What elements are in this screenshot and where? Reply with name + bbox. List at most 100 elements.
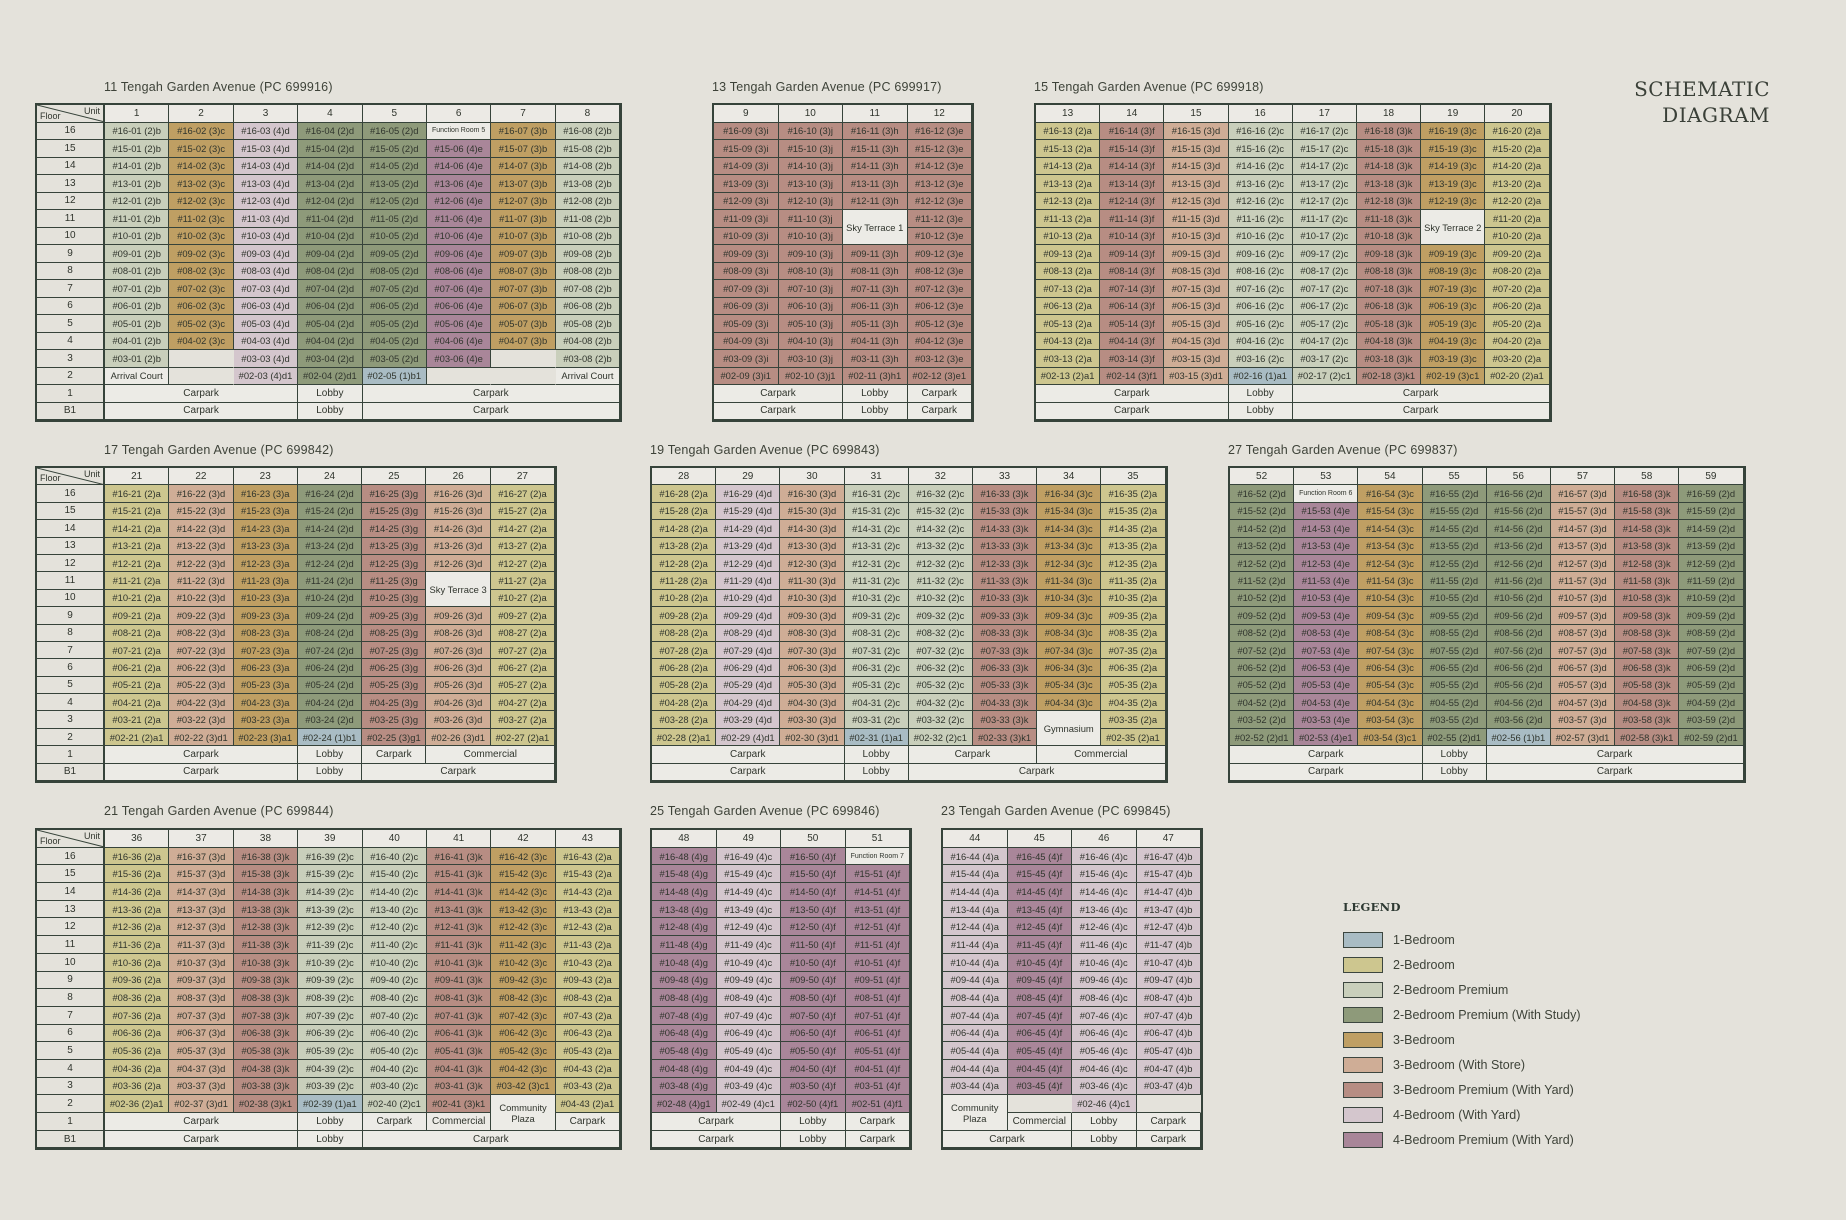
unit-cell[interactable]: #08-24 (2)d (297, 624, 363, 642)
unit-cell[interactable]: #07-33 (3)k (972, 641, 1038, 660)
unit-cell[interactable]: #15-21 (2)a (105, 502, 170, 521)
unit-cell[interactable]: #12-06 (4)e (426, 192, 492, 210)
unit-cell[interactable]: #11-53 (4)e (1294, 572, 1359, 590)
unit-cell[interactable]: #06-36 (2)a (105, 1024, 170, 1043)
unit-cell[interactable]: #14-25 (3)g (362, 520, 427, 538)
unit-cell[interactable]: #13-02 (3)c (169, 175, 234, 193)
unit-cell[interactable]: #12-09 (3)i (714, 192, 779, 210)
unit-cell[interactable]: #07-11 (3)h (843, 280, 908, 298)
unit-cell[interactable]: #10-05 (2)d (362, 227, 427, 245)
unit-cell[interactable]: #09-30 (3)d (780, 607, 845, 625)
unit-cell[interactable]: #08-04 (2)d (298, 262, 363, 280)
unit-cell[interactable]: #08-27 (2)a (490, 624, 556, 642)
unit-cell[interactable]: #12-16 (2)c (1228, 192, 1293, 210)
unit-cell[interactable]: #04-05 (2)d (362, 332, 427, 350)
unit-cell[interactable]: #09-45 (4)f (1007, 971, 1072, 990)
unit-cell[interactable]: #08-09 (3)i (714, 262, 779, 280)
unit-cell[interactable]: #07-42 (3)c (491, 1006, 556, 1025)
unit-cell[interactable]: #14-44 (4)a (943, 883, 1008, 901)
unit-cell[interactable]: #02-46 (4)c1 (1072, 1095, 1137, 1113)
unit-cell[interactable]: #10-51 (4)f (845, 953, 910, 972)
unit-cell[interactable]: #14-09 (3)i (714, 157, 779, 175)
unit-cell[interactable]: #03-42 (3)c1 (491, 1077, 556, 1096)
unit-cell[interactable]: #07-08 (2)b (555, 280, 621, 298)
unit-cell[interactable]: #13-17 (2)c (1292, 175, 1357, 193)
unit-cell[interactable]: #07-44 (4)a (943, 1006, 1008, 1025)
unit-cell[interactable]: #02-05 (1)b1 (362, 367, 427, 385)
unit-cell[interactable]: #13-33 (3)k (972, 537, 1038, 555)
unit-cell[interactable]: #15-30 (3)d (780, 502, 845, 521)
unit-cell[interactable]: #14-37 (3)d (169, 883, 234, 901)
unit-cell[interactable]: #11-44 (4)a (943, 936, 1008, 954)
unit-cell[interactable]: #05-42 (3)c (491, 1042, 556, 1060)
unit-cell[interactable]: #12-35 (2)a (1101, 554, 1166, 573)
unit-cell[interactable]: #14-26 (3)d (426, 520, 491, 538)
unit-cell[interactable]: #06-39 (2)c (298, 1024, 363, 1043)
unit-cell[interactable]: #06-06 (4)e (426, 297, 492, 315)
unit-cell[interactable]: #06-55 (2)d (1422, 659, 1487, 677)
unit-cell[interactable]: #05-17 (2)c (1292, 315, 1357, 333)
unit-cell[interactable]: #09-59 (2)d (1679, 607, 1744, 625)
unit-cell[interactable]: #04-40 (2)c (362, 1059, 427, 1078)
unit-cell[interactable]: #15-39 (2)c (298, 865, 363, 884)
unit-cell[interactable]: #03-30 (3)d (780, 711, 845, 729)
unit-cell[interactable]: #14-05 (2)d (362, 157, 427, 175)
unit-cell[interactable]: #08-17 (2)c (1292, 262, 1357, 280)
unit-cell[interactable]: #12-15 (3)d (1164, 192, 1229, 210)
unit-cell[interactable]: #15-15 (3)d (1164, 140, 1229, 158)
unit-cell[interactable]: #09-16 (2)c (1228, 245, 1293, 263)
unit-cell[interactable]: #08-43 (2)a (555, 989, 621, 1007)
unit-cell[interactable]: #11-33 (3)k (972, 572, 1038, 590)
unit-cell[interactable]: #12-58 (3)k (1615, 554, 1680, 573)
unit-cell[interactable]: #05-25 (3)g (362, 676, 427, 695)
unit-cell[interactable]: #12-43 (2)a (555, 918, 621, 937)
unit-cell[interactable]: #05-37 (3)d (169, 1042, 234, 1060)
unit-cell[interactable]: #14-13 (2)a (1036, 157, 1101, 175)
unit-cell[interactable]: #08-55 (2)d (1422, 624, 1487, 642)
unit-cell[interactable]: #05-56 (2)d (1486, 676, 1551, 695)
unit-cell[interactable]: #10-07 (3)b (491, 227, 556, 245)
unit-cell[interactable]: #08-03 (4)d (233, 262, 299, 280)
unit-cell[interactable]: #10-46 (4)c (1072, 953, 1137, 972)
unit-cell[interactable]: #10-40 (2)c (362, 953, 427, 972)
unit-cell[interactable]: #14-39 (2)c (298, 883, 363, 901)
unit-cell[interactable]: #03-38 (3)k (233, 1077, 299, 1096)
unit-cell[interactable]: #14-54 (3)c (1358, 520, 1423, 538)
unit-cell[interactable]: #11-15 (3)d (1164, 210, 1229, 228)
unit-cell[interactable]: #07-03 (4)d (233, 280, 299, 298)
unit-cell[interactable]: #14-35 (2)a (1101, 520, 1166, 538)
unit-cell[interactable]: #05-20 (2)a (1485, 315, 1550, 333)
unit-cell[interactable]: #15-50 (4)f (781, 865, 846, 884)
unit-cell[interactable]: #13-58 (3)k (1615, 537, 1680, 555)
unit-cell[interactable]: #04-24 (2)d (297, 694, 363, 712)
unit-cell[interactable]: #04-41 (3)k (426, 1059, 492, 1078)
unit-cell[interactable]: #08-23 (3)a (233, 624, 298, 642)
unit-cell[interactable]: #05-45 (4)f (1007, 1042, 1072, 1060)
unit-cell[interactable]: #06-45 (4)f (1007, 1024, 1072, 1043)
unit-cell[interactable]: #10-20 (2)a (1485, 227, 1550, 245)
unit-cell[interactable]: #10-27 (2)a (490, 589, 556, 608)
unit-cell[interactable]: #14-58 (3)k (1615, 520, 1680, 538)
unit-cell[interactable]: #09-14 (3)f (1100, 245, 1165, 263)
unit-cell[interactable]: #12-32 (2)c (908, 554, 973, 573)
unit-cell[interactable]: #10-25 (3)g (362, 589, 427, 608)
unit-cell[interactable]: #12-39 (2)c (298, 918, 363, 937)
unit-cell[interactable]: #11-01 (2)b (105, 210, 170, 228)
unit-cell[interactable]: #10-08 (2)b (555, 227, 621, 245)
unit-cell[interactable]: #13-29 (4)d (716, 537, 781, 555)
unit-cell[interactable]: #12-46 (4)c (1072, 918, 1137, 937)
unit-cell[interactable]: #07-32 (2)c (908, 641, 973, 660)
unit-cell[interactable]: #10-37 (3)d (169, 953, 234, 972)
unit-cell[interactable]: #04-08 (2)b (555, 332, 621, 350)
unit-cell[interactable]: #03-05 (2)d (362, 350, 427, 368)
unit-cell[interactable]: #09-08 (2)b (555, 245, 621, 263)
unit-cell[interactable]: #12-37 (3)d (169, 918, 234, 937)
unit-cell[interactable]: #02-39 (1)a1 (298, 1095, 363, 1113)
unit-cell[interactable]: #12-13 (2)a (1036, 192, 1101, 210)
unit-cell[interactable]: #15-13 (2)a (1036, 140, 1101, 158)
unit-cell[interactable]: #08-39 (2)c (298, 989, 363, 1007)
unit-cell[interactable]: #05-11 (3)h (843, 315, 908, 333)
unit-cell[interactable]: #13-46 (4)c (1072, 900, 1137, 919)
unit-cell[interactable]: #15-25 (3)g (362, 502, 427, 521)
unit-cell[interactable]: #13-52 (2)d (1230, 537, 1295, 555)
